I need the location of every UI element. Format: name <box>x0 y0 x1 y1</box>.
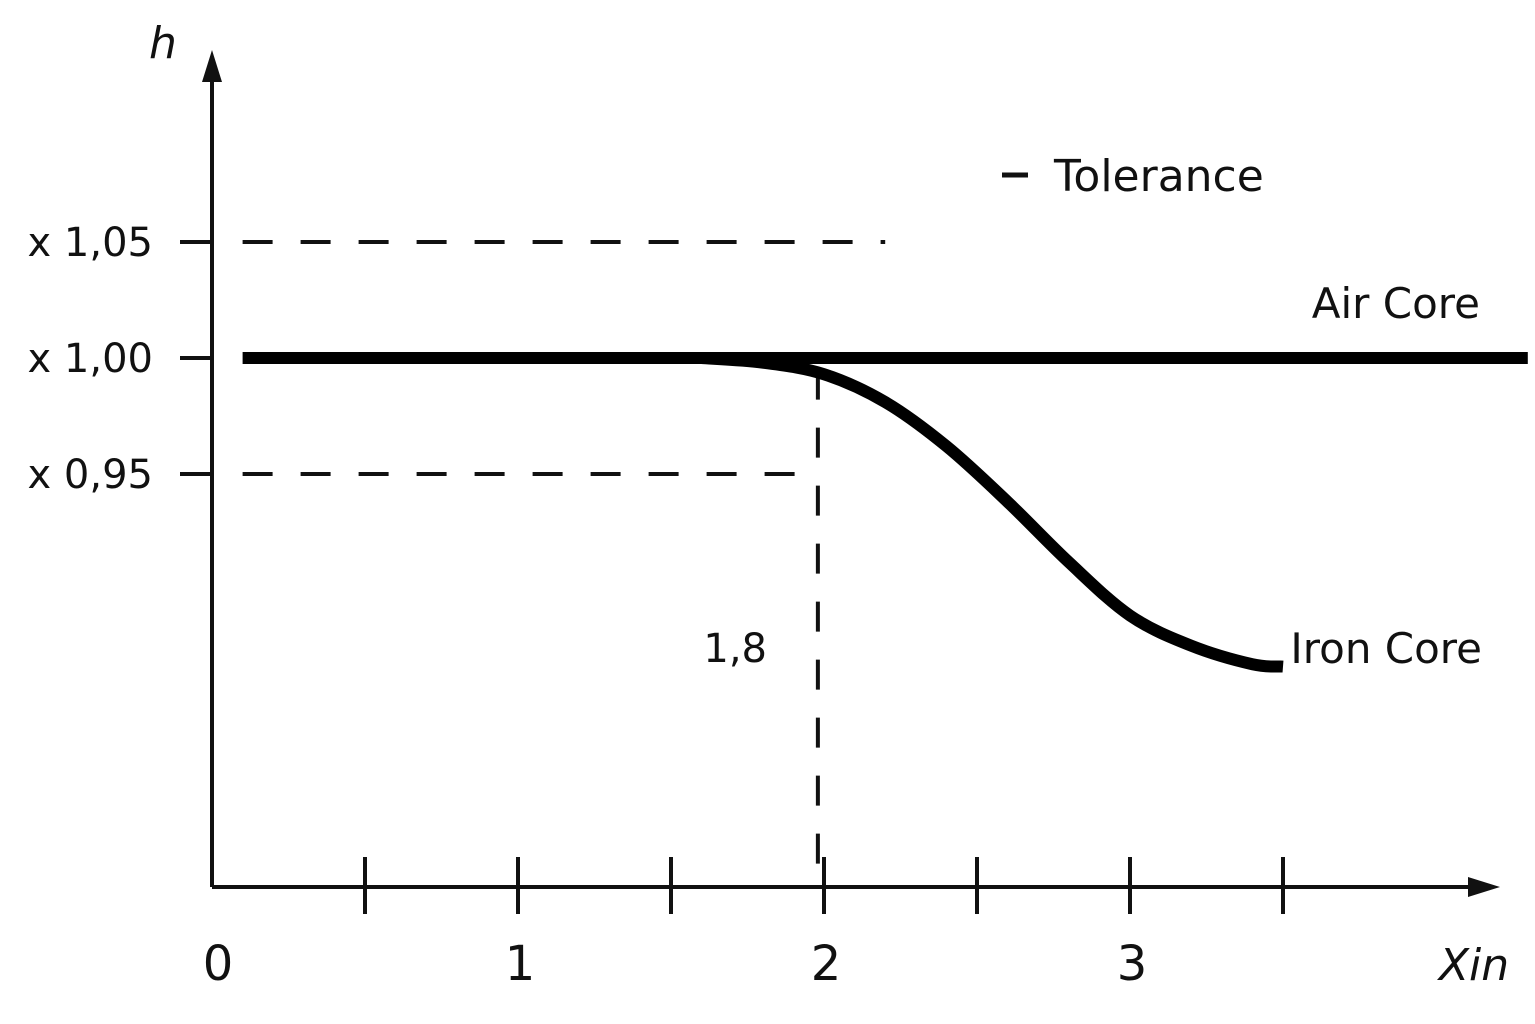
x-axis-title: Xin <box>1437 940 1509 991</box>
x-tick-label: 1 <box>505 936 536 992</box>
air-core-label: Air Core <box>1312 279 1480 328</box>
x-tick-label: 3 <box>1117 936 1148 992</box>
y-tick-label: x 1,05 <box>28 220 153 266</box>
iron-core-label: Iron Core <box>1290 624 1482 673</box>
y-tick-label: x 0,95 <box>28 452 153 498</box>
labels-layer: 0 1 2 3 x 1,05 x 1,00 x 0,95 h Xin Air Core Iron C… <box>28 18 1510 992</box>
y-tick-label: x 1,00 <box>28 336 153 382</box>
x-axis-arrowhead <box>1468 877 1500 897</box>
legend-label: Tolerance <box>1053 151 1264 202</box>
y-axis-title: h <box>149 18 177 69</box>
x-tick-label: 0 <box>203 936 234 992</box>
x-tick-label: 2 <box>811 936 842 992</box>
iron-core-line <box>701 352 1284 673</box>
reference-lines-layer <box>242 240 886 875</box>
marker-annotation: 1,8 <box>703 626 767 672</box>
y-axis-arrowhead <box>202 50 222 82</box>
axes-layer <box>180 50 1500 914</box>
series-layer <box>242 352 1528 673</box>
